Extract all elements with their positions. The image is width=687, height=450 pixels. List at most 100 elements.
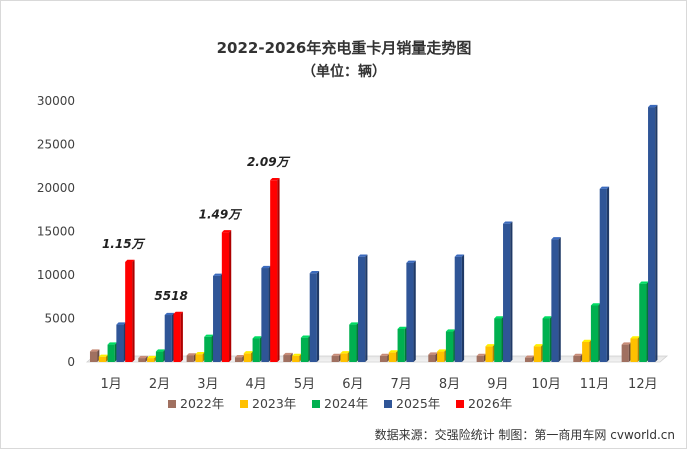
bar-top bbox=[379, 353, 390, 356]
bar-6-3 bbox=[349, 322, 359, 362]
bar-side bbox=[365, 254, 368, 362]
bar-6-1 bbox=[331, 353, 342, 362]
bar-3-4 bbox=[213, 273, 223, 362]
bar-top bbox=[445, 329, 456, 332]
x-tick-label: 7月 bbox=[391, 377, 412, 392]
bars-layer bbox=[89, 104, 658, 362]
bar-front bbox=[582, 341, 590, 362]
bar-5-3 bbox=[300, 335, 311, 362]
bar-top bbox=[573, 353, 583, 356]
bar-top bbox=[138, 355, 148, 359]
bar-front bbox=[494, 318, 502, 362]
bar-front bbox=[406, 262, 414, 362]
bar-side bbox=[510, 221, 513, 362]
bar-front bbox=[138, 358, 146, 362]
bar-front bbox=[213, 275, 221, 362]
data-label: 5518 bbox=[154, 289, 187, 303]
bar-front bbox=[204, 336, 212, 362]
legend-item: 2023年 bbox=[240, 396, 296, 411]
bar-front bbox=[331, 355, 339, 362]
bar-top bbox=[397, 326, 407, 329]
bar-front bbox=[485, 346, 493, 362]
bar-10-3 bbox=[542, 316, 552, 362]
bar-8-2 bbox=[437, 349, 447, 362]
bar-top bbox=[270, 177, 280, 181]
bar-6-2 bbox=[340, 351, 350, 362]
bar-front bbox=[116, 324, 124, 362]
x-tick-label: 10月 bbox=[531, 377, 561, 392]
bar-front bbox=[503, 223, 511, 362]
legend-label: 2022年 bbox=[180, 396, 224, 411]
bar-top bbox=[503, 221, 513, 224]
bar-front bbox=[437, 351, 445, 362]
bar-front bbox=[221, 232, 230, 362]
bar-front bbox=[397, 328, 405, 362]
bar-11-3 bbox=[590, 303, 601, 362]
bar-top bbox=[283, 352, 293, 356]
bar-4-1 bbox=[234, 355, 245, 362]
bar-front bbox=[533, 346, 541, 362]
legend: 2022年 2023年 2024年 2025年 2026年 bbox=[168, 396, 512, 411]
bar-front bbox=[155, 351, 164, 362]
bar-top bbox=[533, 344, 544, 347]
bar-top bbox=[234, 355, 245, 358]
bar-top bbox=[147, 355, 157, 359]
bar-1-3 bbox=[107, 342, 117, 362]
bar-3-2 bbox=[195, 351, 205, 362]
bar-top bbox=[186, 353, 197, 356]
bar-top bbox=[116, 322, 126, 325]
bar-7-4 bbox=[406, 260, 416, 362]
bar-9-2 bbox=[485, 344, 495, 362]
bar-top bbox=[173, 311, 183, 314]
bar-top bbox=[349, 322, 359, 325]
bar-front bbox=[590, 305, 599, 362]
bar-front bbox=[379, 355, 388, 362]
bar-top bbox=[155, 349, 166, 352]
data-label: 1.15万 bbox=[102, 237, 146, 251]
bar-top bbox=[406, 260, 416, 263]
bar-top bbox=[340, 351, 350, 354]
x-tick-label: 3月 bbox=[197, 377, 218, 392]
bar-front bbox=[551, 239, 559, 362]
bar-side bbox=[180, 311, 183, 362]
bar-front bbox=[358, 256, 366, 362]
y-tick-label: 25000 bbox=[37, 138, 75, 152]
legend-swatch bbox=[168, 400, 176, 408]
bar-7-1 bbox=[379, 353, 390, 362]
bar-front bbox=[476, 355, 484, 362]
bar-side bbox=[277, 177, 280, 362]
bar-front bbox=[648, 107, 656, 362]
bar-top bbox=[213, 273, 223, 276]
x-tick-label: 5月 bbox=[294, 377, 315, 392]
legend-label: 2024年 bbox=[324, 396, 368, 411]
bar-10-1 bbox=[524, 355, 535, 362]
x-tick-label: 12月 bbox=[628, 377, 658, 392]
bar-front bbox=[542, 318, 550, 362]
bar-4-4 bbox=[261, 265, 271, 362]
bar-top bbox=[243, 351, 254, 354]
bar-4-5 bbox=[270, 177, 280, 362]
bar-1-5 bbox=[125, 259, 135, 362]
bar-front bbox=[261, 268, 269, 362]
bar-side bbox=[558, 237, 561, 362]
bar-front bbox=[454, 256, 462, 362]
bar-2-3 bbox=[155, 349, 166, 362]
bar-front bbox=[234, 357, 243, 362]
bar-top bbox=[542, 316, 552, 319]
bar-front bbox=[283, 355, 291, 362]
bar-12-3 bbox=[639, 281, 649, 362]
bar-front bbox=[349, 324, 357, 362]
bar-12-2 bbox=[630, 336, 640, 362]
bar-front bbox=[107, 344, 115, 362]
bar-front bbox=[270, 180, 278, 362]
bar-4-2 bbox=[243, 351, 254, 362]
bar-top bbox=[551, 237, 561, 240]
x-tick-label: 6月 bbox=[342, 377, 363, 392]
bar-front bbox=[125, 261, 133, 362]
bar-6-4 bbox=[358, 254, 368, 362]
bar-top bbox=[590, 303, 601, 306]
bar-front bbox=[243, 353, 251, 362]
bar-front bbox=[147, 358, 155, 362]
bar-top bbox=[630, 336, 640, 339]
bar-top bbox=[292, 353, 302, 356]
